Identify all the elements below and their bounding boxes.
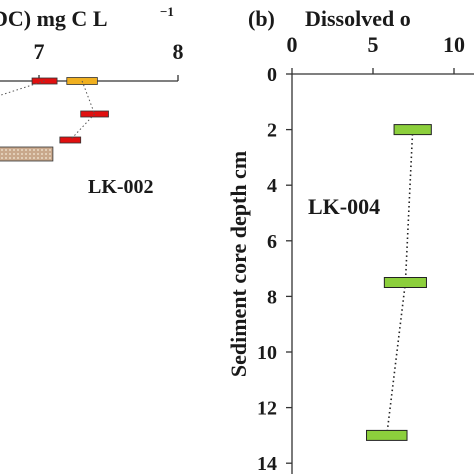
left-x-tick-label: 7 xyxy=(34,39,45,64)
panel-b-y-axis-ticks xyxy=(286,73,292,464)
panel-b-y-tick-label: 0 xyxy=(267,64,277,86)
panel-b-y-tick-label: 10 xyxy=(257,342,277,364)
panel-b: (b) Dissolved o 0 5 10 0 2 4 6 8 10 12 14 Sedimen… xyxy=(226,6,474,474)
left-x-axis-ticks xyxy=(38,75,179,81)
left-bar xyxy=(59,136,82,144)
left-x-tick-label: 8 xyxy=(173,39,184,64)
panel-b-y-tick-label: 6 xyxy=(267,231,277,253)
panel-b-y-axis-label: Sediment core depth cm xyxy=(226,151,251,377)
left-bar xyxy=(0,146,54,162)
panel-b-y-tick-label: 4 xyxy=(267,175,277,197)
left-connecting-line xyxy=(0,80,45,96)
panel-b-x-tick-label: 10 xyxy=(443,32,465,57)
left-panel-title-superscript: −1 xyxy=(160,4,174,19)
panel-b-y-tick-label: 14 xyxy=(257,453,277,474)
panel-b-y-tick-label: 2 xyxy=(267,120,277,142)
panel-b-label: (b) xyxy=(248,6,275,31)
panel-b-bars xyxy=(366,124,432,441)
left-connecting-line xyxy=(69,113,95,141)
panel-b-bar xyxy=(383,277,427,288)
panel-b-x-axis-ticks xyxy=(291,68,455,74)
left-site-label: LK-002 xyxy=(88,176,154,198)
left-connecting-line xyxy=(81,80,96,115)
panel-b-x-tick-labels: 0 5 10 xyxy=(287,32,466,57)
panel-b-y-tick-label: 8 xyxy=(267,286,277,308)
panel-b-x-tick-label: 0 xyxy=(287,32,298,57)
panel-b-site-label: LK-004 xyxy=(308,194,380,219)
panel-b-y-tick-labels: 0 2 4 6 8 10 12 14 xyxy=(257,64,277,474)
left-bars xyxy=(0,77,109,162)
panel-b-x-tick-label: 5 xyxy=(368,32,379,57)
left-connecting-lines xyxy=(0,80,96,141)
panel-b-title: Dissolved o xyxy=(305,6,411,31)
left-panel-title: DC) mg C L xyxy=(0,6,108,31)
panel-b-bar xyxy=(366,429,408,441)
panel-b-bar xyxy=(393,124,432,136)
panel-b-y-tick-label: 12 xyxy=(257,398,277,420)
